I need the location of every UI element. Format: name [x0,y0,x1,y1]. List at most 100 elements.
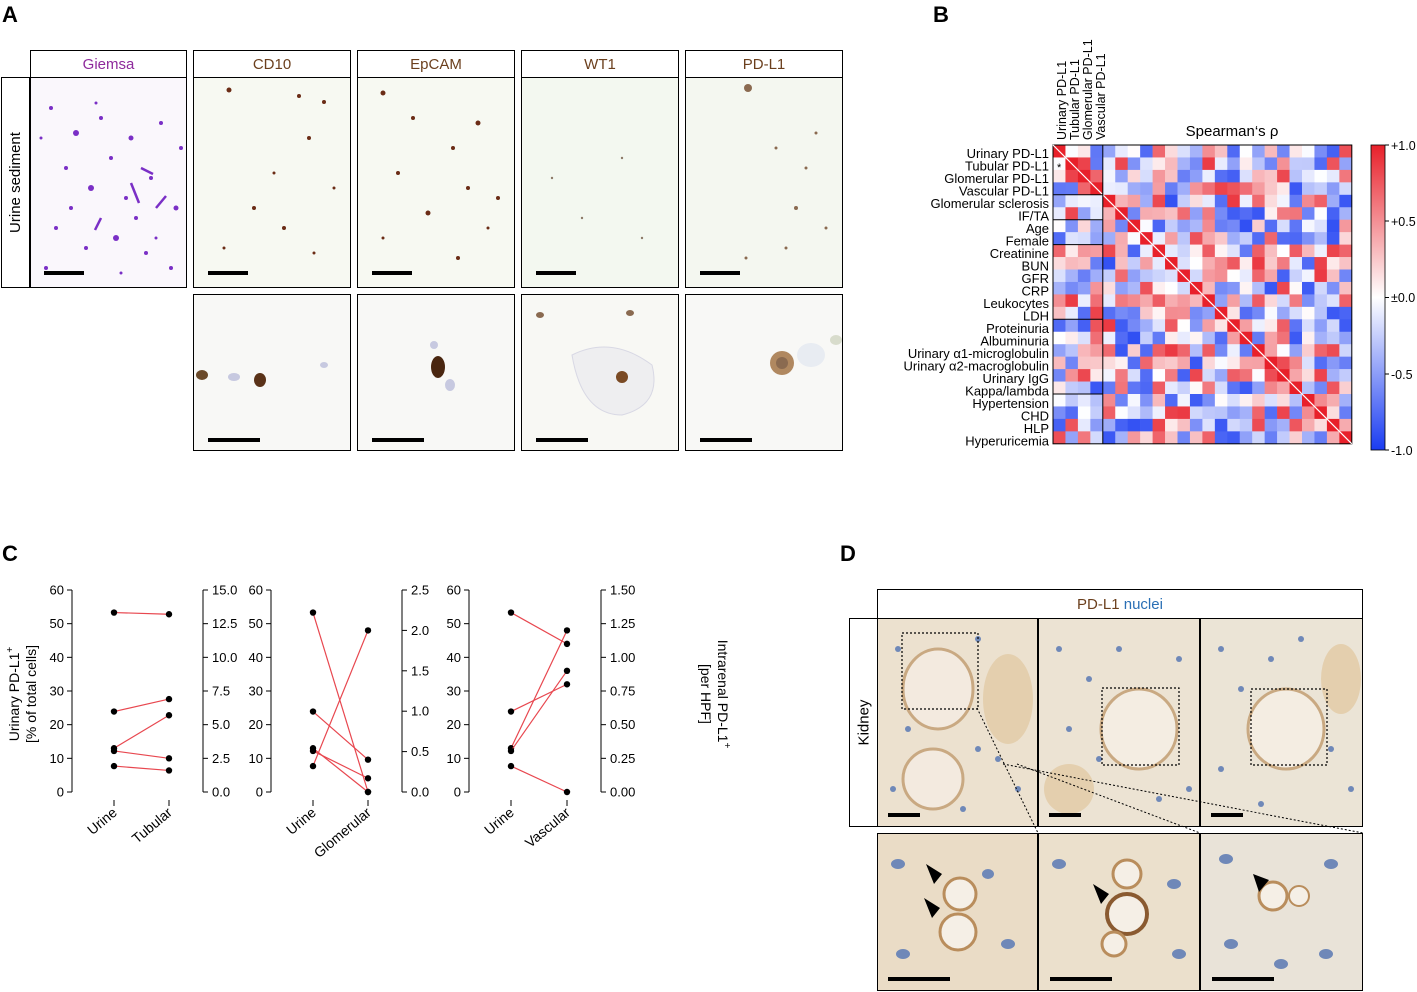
heatmap-cell [1289,145,1303,158]
row-label: Glomerular PD-L1 [944,171,1049,186]
correlation-heatmap: Urinary PD-L1 Tubular PD-L1 Glomerular P… [903,39,1415,458]
heatmap-cell [1214,257,1228,270]
cd10-specks [222,87,336,255]
heatmap-cell [1115,182,1128,196]
stain-header-epcam: EpCAM [357,50,515,78]
heatmap-cell [1202,169,1216,183]
left-axis-title: Urinary PD-L1+ [% of total cells] [5,645,39,743]
heatmap-cell [1127,331,1141,345]
arrowhead-icon [1093,884,1109,904]
row-label: Urinary IgG [983,371,1049,386]
heatmap-cell [1202,406,1216,420]
heatmap-cell [1189,145,1203,158]
heatmap-cell [1102,269,1116,283]
heatmap-cell [1152,431,1166,445]
heatmap-cell [1102,394,1116,407]
heatmap-cell [1090,369,1104,382]
heatmap-cell [1065,394,1079,407]
zoom-connectors [976,707,1364,834]
heatmap-cell [1115,344,1128,357]
heatmap-cell [1140,331,1153,345]
giemsa-specks [39,101,183,275]
heatmap-cell [1165,406,1178,420]
paired-plot-2: 0 10 20 30 40 50 60 0.0 0.5 1.0 1.5 2.0 2.5 UrineGlom… [249,583,430,861]
wt1-zoom-cells [536,310,655,416]
heatmap-cell [1140,306,1153,320]
urine-point [507,762,515,770]
heatmap-cell [1289,319,1303,333]
left-tick-label: 30 [249,684,263,699]
heatmap-cell [1140,381,1153,395]
heatmap-cell [1277,244,1290,258]
row-label: Glomerular sclerosis [931,196,1050,211]
heatmap-cell [1065,294,1079,308]
row-label: Proteinuria [986,321,1050,336]
heatmap-cell [1289,207,1303,220]
heatmap-cell [1177,319,1191,333]
heatmap-cell [1053,356,1066,370]
left-tick-label: 50 [447,616,461,631]
heatmap-cell [1277,269,1290,283]
heatmap-cell [1264,244,1278,258]
row-label: Urinary α1-microglobulin [908,346,1049,361]
heatmap-cell [1090,232,1104,245]
right-tick-label: 2.0 [411,623,429,638]
tissue-point [165,712,173,719]
heatmap-cell [1165,157,1178,171]
heatmap-cell [1227,381,1241,395]
left-tick-label: 40 [249,650,263,665]
heatmap-cell [1077,232,1091,245]
heatmap-cell [1102,244,1116,258]
tissue-point [563,627,571,634]
heatmap-cell [1102,281,1116,295]
heatmap-cell [1202,194,1216,208]
heatmap-cell [1289,269,1303,283]
heatmap-cell [1264,145,1278,158]
pdl1-micrograph [685,77,843,288]
row-label: Leukocytes [983,296,1049,311]
x-category-label: Glomerular [311,804,375,861]
heatmap-cell [1214,418,1228,432]
heatmap-cell [1339,406,1353,420]
urine-point [309,747,317,755]
left-tick-label: 0 [454,785,461,800]
heatmap-cell [1252,281,1265,295]
heatmap-cell [1053,194,1066,208]
heatmap-cell [1252,232,1265,245]
heatmap-cell [1302,232,1315,245]
pair-line [113,750,170,759]
pair-line [312,711,369,761]
heatmap-cell [1314,169,1328,183]
heatmap-cell [1177,306,1191,320]
scale-bar [208,271,248,275]
heatmap-cell [1140,219,1153,233]
heatmap-cell [1277,219,1290,233]
heatmap-cell [1165,418,1178,432]
heatmap-cell [1264,207,1278,220]
heatmap-cell [1090,418,1104,432]
heatmap-cell [1264,194,1278,208]
heatmap-cell [1252,356,1265,370]
x-category-label: Urine [84,804,120,838]
right-axis-title: Intrarenal PD-L1+ [per HPF] [698,640,732,749]
heatmap-cell [1115,194,1128,208]
heatmap-cell [1127,431,1141,445]
heatmap-cell [1339,418,1353,432]
heatmap-cell [1189,294,1203,308]
heatmap-cell [1127,381,1141,395]
heatmap-cell [1264,269,1278,283]
heatmap-cell [1053,344,1066,357]
heatmap-cell [1065,169,1079,183]
kidney-micrograph-1 [877,618,1038,827]
heatmap-cell [1065,381,1079,395]
kidney-zoom-tissue-3 [1219,854,1338,969]
stain-header-text: EpCAM [410,55,462,73]
heatmap-cell [1140,269,1153,283]
heatmap-cell [1090,306,1104,320]
heatmap-cell [1140,207,1153,220]
heatmap-cell [1127,244,1141,258]
heatmap-cell [1289,281,1303,295]
heatmap-cell [1326,269,1340,283]
heatmap-cell [1302,269,1315,283]
heatmap-cell [1314,344,1328,357]
